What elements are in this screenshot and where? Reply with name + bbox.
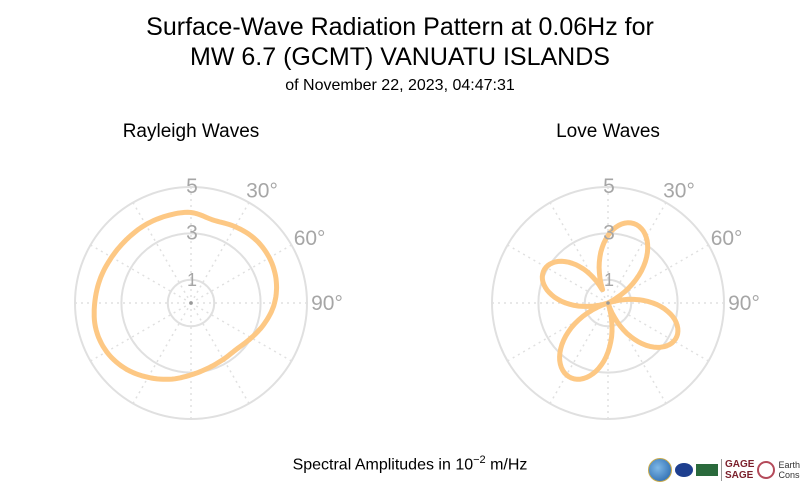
nsf-logo-icon (648, 458, 672, 482)
chart-title-line1: Surface-Wave Radiation Pattern at 0.06Hz… (146, 13, 654, 41)
earthscope-text-line2: Consortium (778, 470, 800, 480)
earthscope-logo-text: EarthScope Consortium (778, 460, 800, 480)
chart-subtitle: of November 22, 2023, 04:47:31 (285, 77, 515, 94)
units-prefix: Spectral Amplitudes in (292, 456, 456, 474)
usgs-logo-icon (696, 464, 718, 476)
rayleigh-pattern-line (91, 209, 280, 382)
rayleigh-angle-tick-30: 30° (246, 179, 278, 202)
love-spoke-300 (507, 244, 609, 304)
rayleigh-ring-5 (74, 186, 308, 420)
rayleigh-ring-1 (166, 278, 216, 328)
rayleigh-r-tick-1: 1 (187, 270, 197, 290)
gage-sage-logo: GAGE SAGE (721, 459, 754, 481)
love-r-tick-1: 1 (604, 270, 614, 290)
love-angle-tick-60: 60° (711, 227, 743, 250)
rayleigh-spoke-330 (132, 202, 192, 304)
love-r-tick-3: 3 (603, 221, 615, 244)
love-spoke-30 (607, 202, 667, 304)
love-pattern-line (539, 220, 681, 382)
sage-text: SAGE (725, 470, 754, 481)
love-r-tick-5: 5 (603, 175, 615, 198)
chart-title-line2: MW 6.7 (GCMT) VANUATU ISLANDS (190, 43, 610, 71)
rayleigh-spoke-150 (190, 302, 250, 404)
love-spoke-120 (607, 302, 709, 362)
rayleigh-spoke-210 (132, 302, 192, 404)
love-ring-5 (491, 186, 725, 420)
units-base: 10 (455, 456, 474, 474)
love-ring-1 (583, 278, 633, 328)
sponsor-logos: GAGE SAGE EarthScope Consortium (648, 452, 800, 488)
rayleigh-spoke-120 (190, 302, 292, 362)
love-center-dot (606, 301, 610, 305)
earthscope-text-line1: EarthScope (778, 460, 800, 470)
rayleigh-spoke-300 (90, 244, 192, 304)
rayleigh-angle-tick-60: 60° (294, 227, 326, 250)
units-exponent: −2 (473, 454, 486, 466)
amplitude-units-label: Spectral Amplitudes in 10−2 m/Hz (0, 454, 800, 474)
love-angle-tick-30: 30° (663, 179, 695, 202)
rayleigh-spoke-30 (190, 202, 250, 304)
gage-text: GAGE (725, 459, 755, 470)
earthscope-logo-icon (757, 461, 776, 479)
rayleigh-center-dot (189, 301, 193, 305)
rayleigh-angle-tick-90: 90° (311, 292, 343, 315)
rayleigh-r-tick-5: 5 (186, 175, 198, 198)
love-angle-tick-90: 90° (728, 292, 760, 315)
rayleigh-spoke-60 (190, 244, 292, 304)
units-suffix: m/Hz (485, 456, 528, 474)
love-panel-title: Love Waves (556, 121, 660, 142)
nasa-logo-icon (675, 463, 693, 477)
love-spoke-210 (549, 302, 609, 404)
rayleigh-r-tick-3: 3 (186, 221, 198, 244)
rayleigh-panel-title: Rayleigh Waves (123, 121, 260, 142)
